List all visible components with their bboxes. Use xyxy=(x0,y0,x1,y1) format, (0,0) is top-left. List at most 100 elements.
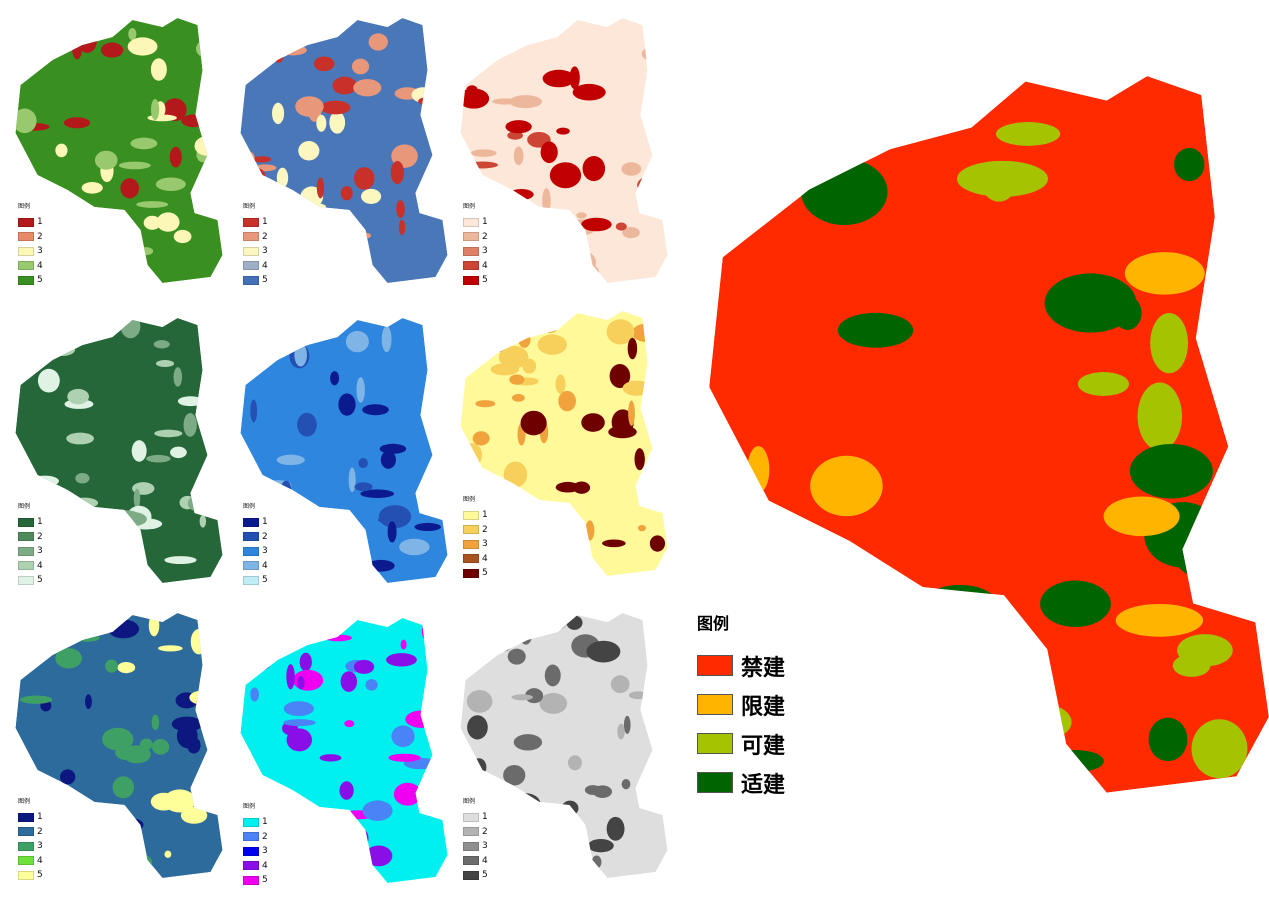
map-region xyxy=(512,394,525,402)
map-region xyxy=(956,160,1048,197)
legend-swatch xyxy=(463,554,479,564)
map-region xyxy=(509,95,542,109)
map-region xyxy=(539,319,559,333)
map-region xyxy=(150,98,160,121)
map-region xyxy=(135,854,153,871)
legend-label: 3 xyxy=(37,841,43,852)
legend-swatch xyxy=(243,246,259,256)
map-region xyxy=(345,330,369,353)
map-boundary xyxy=(15,18,223,283)
map-region xyxy=(276,454,305,466)
map-land-use xyxy=(15,613,223,878)
legend-swatch xyxy=(463,856,479,866)
map-region xyxy=(37,368,60,393)
legend-swatch xyxy=(243,232,259,242)
map-region xyxy=(852,726,906,773)
map-region xyxy=(1150,312,1189,374)
legend-title: 图例 xyxy=(463,203,476,210)
legend-label: 1 xyxy=(262,517,268,528)
map-region xyxy=(56,517,89,525)
map-region xyxy=(466,85,478,95)
legend-swatch xyxy=(463,568,479,578)
map-region xyxy=(634,448,645,471)
map-region xyxy=(52,805,82,820)
legend-label: 3 xyxy=(262,546,268,557)
map-region xyxy=(113,843,134,857)
map-region xyxy=(79,622,99,631)
map-region xyxy=(1103,496,1180,537)
legend-label: 5 xyxy=(262,275,268,286)
map-region xyxy=(133,488,141,509)
map-region xyxy=(176,723,198,749)
map-region xyxy=(505,120,532,134)
map-region xyxy=(283,499,311,513)
map-region xyxy=(298,141,320,161)
map-water-distance xyxy=(240,318,448,583)
map-region xyxy=(131,440,147,462)
legend-label: 2 xyxy=(482,524,488,535)
legend-label: 5 xyxy=(262,575,268,586)
map-region xyxy=(71,35,83,60)
legend-swatch xyxy=(697,733,733,754)
legend-swatch xyxy=(697,772,733,793)
main-legend: 图例 禁建 限建 可建 适建 xyxy=(697,610,785,802)
map-region xyxy=(312,868,343,876)
map-region xyxy=(475,400,496,408)
map-region xyxy=(519,624,533,645)
map-region xyxy=(358,458,368,469)
legend-swatch xyxy=(463,812,479,822)
map-region xyxy=(557,808,571,833)
map-region xyxy=(117,661,136,674)
legend-swatch xyxy=(463,275,479,285)
map-region xyxy=(356,377,365,403)
map-region xyxy=(330,371,340,386)
map-region xyxy=(32,339,60,349)
map-region xyxy=(187,495,203,511)
map-region xyxy=(269,190,295,205)
map-region xyxy=(276,193,292,219)
map-region xyxy=(1113,296,1142,330)
map-region xyxy=(387,521,397,543)
factor-map-settlement-density: 图例 1 2 3 4 5 xyxy=(455,15,670,290)
legend-label: 限建 xyxy=(741,694,786,720)
map-region xyxy=(531,265,552,277)
map-region xyxy=(582,156,606,182)
map-region xyxy=(621,162,642,176)
map-region xyxy=(183,412,197,437)
map-region xyxy=(622,227,640,239)
legend-label: 2 xyxy=(37,231,43,242)
map-region xyxy=(362,404,389,416)
legend-label: 1 xyxy=(37,517,43,528)
map-region xyxy=(647,694,655,715)
map-region xyxy=(470,149,497,157)
map-region xyxy=(555,374,566,394)
map-region xyxy=(472,431,490,446)
map-region xyxy=(267,500,302,524)
map-vegetation xyxy=(15,318,223,583)
legend-swatch xyxy=(463,232,479,242)
map-region xyxy=(56,805,88,821)
map-region xyxy=(513,812,537,830)
map-region xyxy=(386,653,417,667)
map-region xyxy=(157,645,183,652)
map-region xyxy=(348,467,356,493)
legend-label: 2 xyxy=(482,231,488,242)
map-region xyxy=(320,100,351,115)
map-region xyxy=(581,413,605,432)
legend-item: 2 xyxy=(18,530,43,545)
map-region xyxy=(146,454,171,463)
map-region xyxy=(390,161,405,185)
map-region xyxy=(543,241,558,257)
map-region xyxy=(71,497,99,509)
map-region xyxy=(520,410,547,436)
map-region xyxy=(632,323,662,343)
legend-label: 5 xyxy=(262,875,268,886)
map-region xyxy=(627,337,638,360)
map-region xyxy=(150,58,167,81)
map-region xyxy=(462,443,483,467)
map-region xyxy=(279,44,307,56)
map-region xyxy=(120,178,139,199)
map-region xyxy=(100,42,124,58)
map-region xyxy=(251,320,285,332)
map-region xyxy=(513,734,543,751)
